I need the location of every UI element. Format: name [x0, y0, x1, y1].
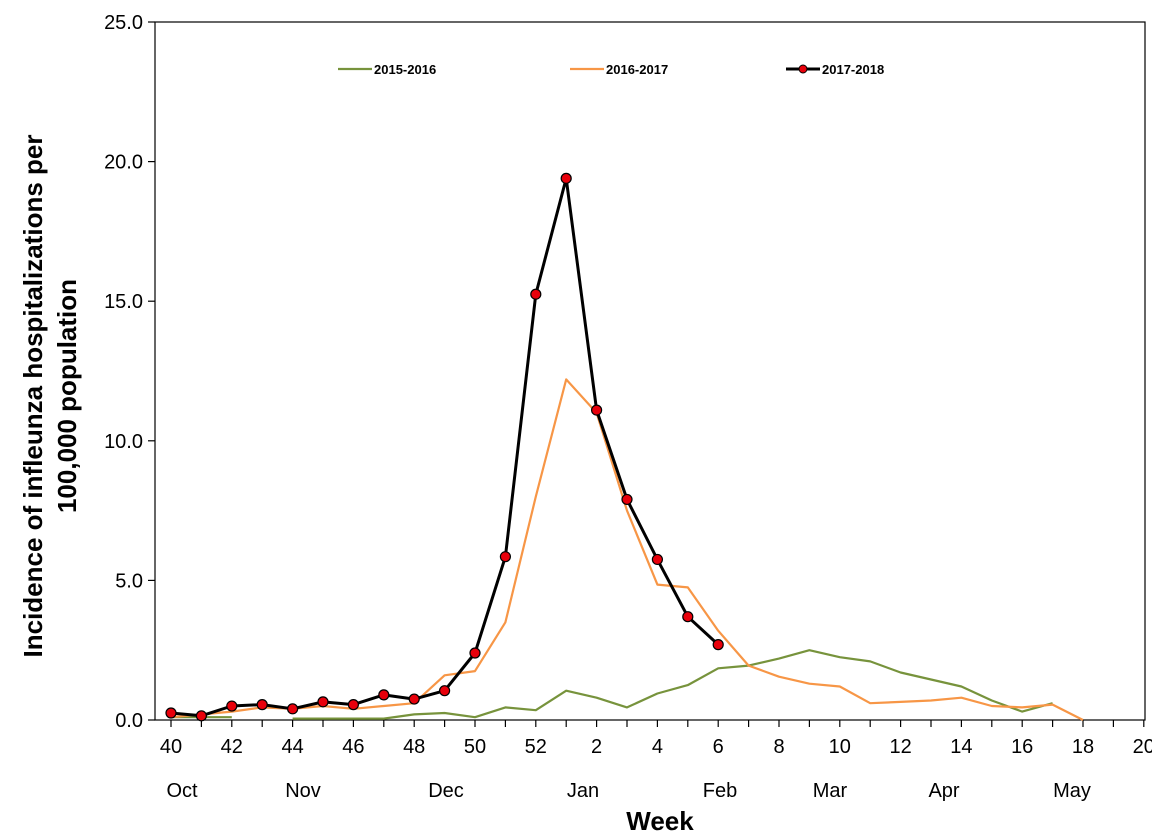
x-tick-label: 46	[342, 736, 364, 758]
x-tick-label: 44	[281, 736, 303, 758]
data-point-2017-2018	[651, 553, 664, 566]
x-tick-label: 18	[1072, 736, 1094, 758]
y-axis-title: Incidence of infleunza hospitalizations …	[18, 135, 82, 658]
y-tick-label: 15.0	[104, 291, 143, 313]
month-label: Dec	[428, 780, 464, 802]
x-tick-label: 14	[950, 736, 972, 758]
data-point-2017-2018	[590, 404, 603, 416]
data-point-2017-2018	[469, 647, 481, 659]
month-label: Feb	[703, 780, 737, 802]
data-point-2017-2018	[317, 696, 329, 708]
data-point-2017-2018	[560, 172, 572, 184]
data-point-2017-2018	[408, 693, 420, 705]
data-point-2017-2018	[439, 685, 451, 697]
legend-label: 2015-2016	[374, 62, 436, 77]
month-label: Nov	[285, 780, 321, 802]
x-tick-label: 40	[160, 736, 182, 758]
y-tick-label: 10.0	[104, 431, 143, 453]
x-tick-label: 48	[403, 736, 425, 758]
series-line-2017-2018	[170, 176, 720, 718]
series-line-2016-2017	[170, 378, 1084, 721]
x-tick-label: 4	[652, 736, 663, 758]
month-label: Mar	[813, 780, 848, 802]
month-label: May	[1053, 780, 1091, 802]
plot-frame	[154, 21, 1146, 721]
plot-area: 0.05.010.015.020.025.040 42 44 46 48 50 52 2 4 6 8…	[104, 12, 1152, 802]
series-line-2015-2016	[292, 649, 1053, 720]
data-point-2017-2018	[712, 639, 724, 651]
legend-label: 2017-2018	[822, 62, 884, 77]
data-point-2017-2018	[195, 710, 207, 722]
y-axis-title-line-1: Incidence of infleunza hospitalizations …	[18, 135, 48, 658]
data-point-2017-2018	[621, 493, 633, 506]
x-tick-label: 16	[1011, 736, 1033, 758]
x-tick-label: 6	[713, 736, 724, 758]
data-point-2017-2018	[226, 700, 238, 712]
data-point-2017-2018	[287, 703, 299, 715]
data-point-2017-2018	[378, 689, 390, 701]
data-point-2017-2018	[256, 699, 268, 711]
data-point-2017-2018	[682, 611, 694, 623]
x-axis-title: Week	[626, 806, 694, 834]
data-point-2017-2018	[530, 288, 542, 300]
y-tick-label: 20.0	[104, 152, 143, 174]
month-label: Jan	[567, 780, 599, 802]
y-axis-title-line-2: 100,000 population	[52, 279, 82, 513]
x-tick-label: 20	[1133, 736, 1152, 758]
data-point-2017-2018	[499, 551, 511, 563]
data-point-2017-2018	[347, 699, 359, 711]
x-tick-label: 8	[773, 736, 784, 758]
month-label: Oct	[166, 780, 198, 802]
y-tick-label: 5.0	[115, 570, 143, 592]
legend: 2015-2016 2016-2017 2017-2018	[338, 62, 884, 77]
x-tick-label: 2	[591, 736, 602, 758]
y-tick-label: 25.0	[104, 12, 143, 34]
data-point-2017-2018	[165, 707, 177, 719]
x-tick-label: 42	[221, 736, 243, 758]
y-tick-label: 0.0	[115, 710, 143, 732]
legend-marker	[798, 64, 808, 74]
legend-label: 2016-2017	[606, 62, 668, 77]
x-tick-label: 12	[889, 736, 911, 758]
x-tick-label: 50	[464, 736, 486, 758]
x-tick-label: 52	[525, 736, 547, 758]
x-tick-label: 10	[829, 736, 851, 758]
month-label: Apr	[928, 780, 959, 802]
